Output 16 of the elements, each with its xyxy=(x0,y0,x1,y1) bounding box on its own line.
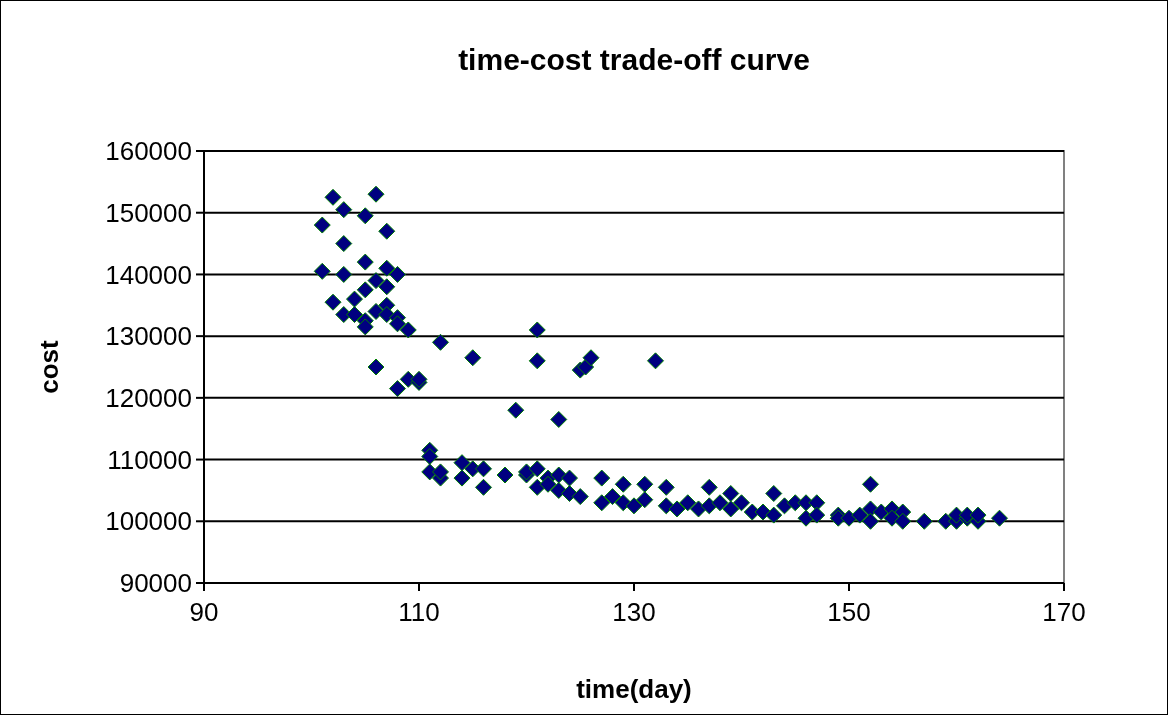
y-tick-label: 160000 xyxy=(105,136,192,167)
x-tick-label: 150 xyxy=(827,597,871,627)
x-axis-title: time(day) xyxy=(576,674,692,704)
y-axis-title: cost xyxy=(34,339,64,394)
x-tick-label: 90 xyxy=(189,597,219,627)
y-tick-label: 110000 xyxy=(107,444,192,475)
x-tick-label: 110 xyxy=(398,597,440,627)
x-tick-label: 130 xyxy=(612,597,656,627)
y-tick-label: 120000 xyxy=(105,382,192,413)
x-tick-label: 170 xyxy=(1042,597,1086,627)
y-tick-label: 90000 xyxy=(119,568,192,599)
chart-title: time-cost trade-off curve xyxy=(458,43,810,76)
y-tick-label: 100000 xyxy=(105,506,192,537)
y-tick-label: 150000 xyxy=(105,197,192,228)
y-tick-label: 130000 xyxy=(105,321,192,352)
y-tick-label: 140000 xyxy=(105,259,192,290)
